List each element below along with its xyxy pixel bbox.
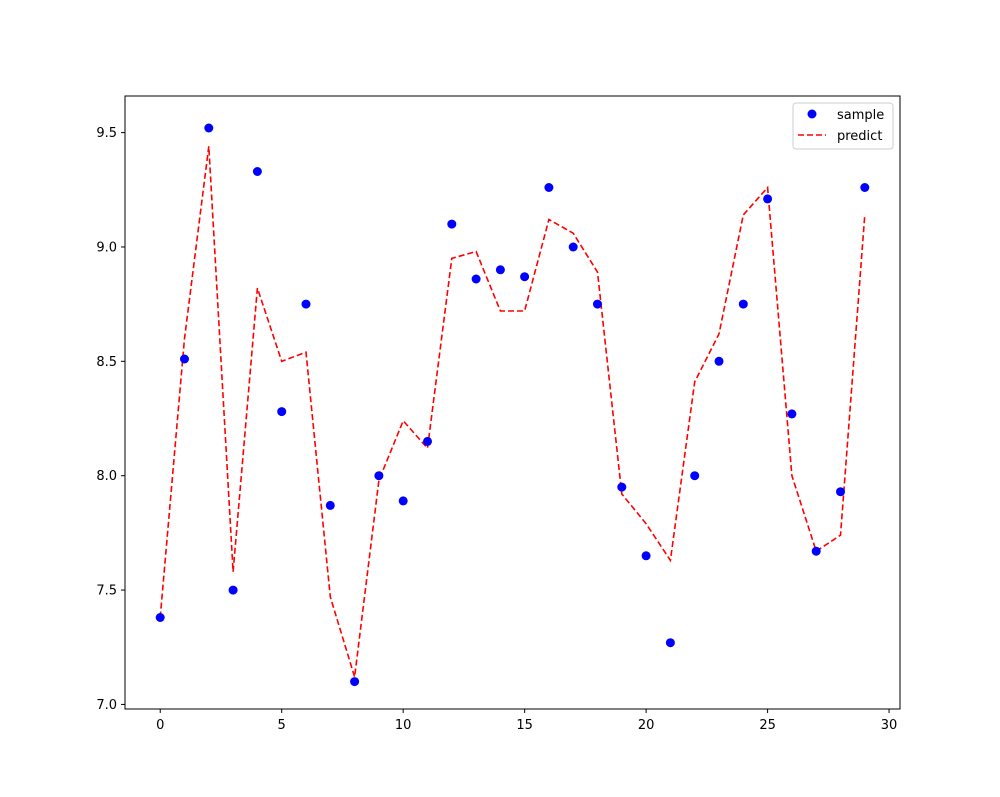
- sample-point: [301, 299, 311, 309]
- x-axis: 0 5 10 15 20 25 30: [156, 709, 897, 733]
- y-tick-label: 7.0: [96, 698, 117, 713]
- y-tick-label: 9.0: [96, 240, 117, 255]
- sample-point: [252, 167, 262, 176]
- sample-point: [350, 677, 360, 687]
- legend: sample predict: [792, 102, 894, 150]
- x-tick-label: 15: [516, 718, 533, 733]
- sample-point: [544, 183, 554, 192]
- legend-predict-label: predict: [837, 129, 882, 144]
- sample-point: [495, 265, 505, 275]
- sample-point: [325, 500, 335, 510]
- sample-point: [665, 638, 675, 648]
- plot-area: [125, 96, 900, 709]
- sample-point: [520, 272, 530, 282]
- x-tick-label: 20: [638, 718, 655, 733]
- sample-point: [714, 356, 724, 366]
- sample-point: [228, 585, 238, 595]
- series-layer: [155, 123, 870, 687]
- sample-point: [155, 613, 165, 622]
- sample-point: [471, 274, 481, 284]
- legend-sample-marker: [807, 109, 817, 119]
- sample-point: [593, 299, 602, 309]
- x-tick-label: 5: [278, 718, 286, 733]
- legend-box: [792, 102, 894, 150]
- y-tick-label: 7.5: [96, 584, 117, 599]
- plot-frame: [124, 95, 901, 710]
- sample-point: [568, 242, 578, 252]
- sample-point: [204, 123, 214, 133]
- sample-point: [787, 409, 797, 419]
- sample-point: [180, 354, 189, 364]
- sample-point: [277, 407, 287, 417]
- x-tick-label: 30: [881, 718, 898, 733]
- sample-point: [836, 487, 845, 497]
- x-tick-label: 25: [759, 718, 776, 733]
- sample-point: [690, 471, 700, 481]
- y-tick-label: 8.0: [96, 469, 117, 484]
- sample-point: [447, 219, 457, 229]
- y-axis: 7.0 7.5 8.0 8.5 9.0 9.5: [96, 126, 125, 713]
- y-tick-label: 9.5: [96, 126, 117, 141]
- sample-point: [423, 436, 432, 446]
- sample-point: [763, 194, 773, 204]
- sample-point: [641, 551, 651, 561]
- sample-point: [860, 183, 870, 192]
- sample-point: [374, 471, 384, 481]
- sample-point: [811, 546, 821, 556]
- predict-series-line: [159, 146, 866, 678]
- sample-point: [738, 299, 748, 309]
- x-tick-label: 10: [395, 718, 412, 733]
- x-tick-label: 0: [156, 718, 164, 733]
- sample-point: [398, 496, 408, 506]
- sample-point: [617, 482, 627, 492]
- y-tick-label: 8.5: [96, 355, 117, 370]
- legend-sample-label: sample: [837, 108, 884, 123]
